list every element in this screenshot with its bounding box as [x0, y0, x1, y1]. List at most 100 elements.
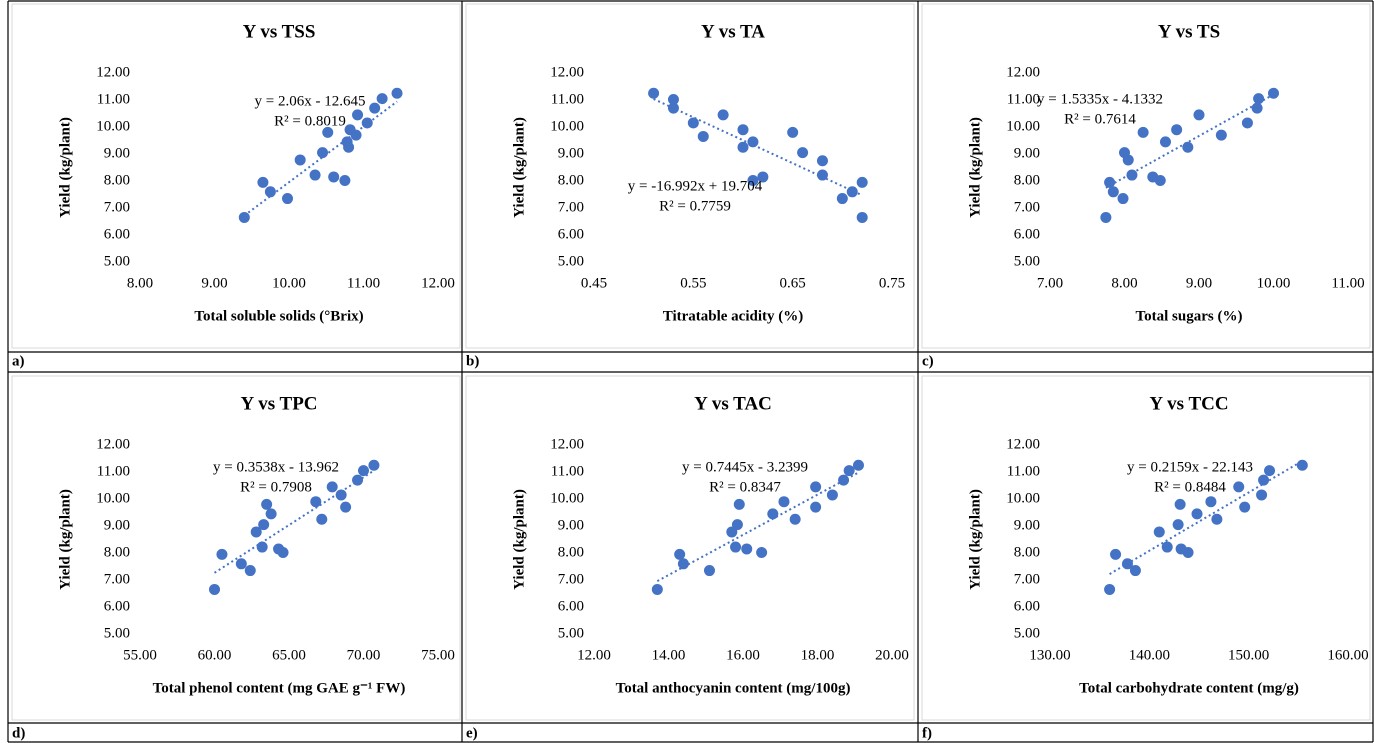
data-point: [1239, 501, 1251, 513]
panel-label: e): [466, 725, 478, 741]
data-point: [1121, 558, 1133, 570]
trendline: [656, 471, 859, 582]
y-axis-title: Yield (kg/plant): [511, 117, 527, 218]
x-tick-label: 12.00: [577, 647, 611, 663]
data-point: [1251, 102, 1263, 114]
chart-area: [465, 3, 915, 349]
trendline: [653, 98, 863, 197]
chart-area: [11, 3, 461, 349]
data-point: [294, 154, 306, 166]
trendline-equation: y = 0.2159x - 22.143: [1127, 459, 1253, 475]
y-tick-label: 12.00: [96, 64, 130, 80]
x-tick-label: 0.45: [581, 275, 607, 291]
data-point: [328, 171, 340, 183]
y-tick-label: 10.00: [1006, 490, 1040, 506]
data-point: [810, 481, 822, 493]
y-tick-label: 10.00: [96, 118, 130, 134]
data-point: [1256, 489, 1268, 501]
y-tick-label: 12.00: [96, 436, 130, 452]
y-tick-label: 7.00: [104, 199, 130, 215]
y-tick-label: 5.00: [558, 253, 584, 269]
x-tick-label: 55.00: [123, 647, 157, 663]
panel-label: d): [12, 725, 25, 741]
data-point: [1153, 526, 1165, 538]
data-point: [1191, 508, 1203, 520]
x-tick-label: 8.00: [127, 275, 153, 291]
data-point: [265, 508, 277, 520]
x-tick-label: 65.00: [272, 647, 306, 663]
y-tick-label: 7.00: [558, 571, 584, 587]
trendline-r2: R² = 0.8019: [274, 113, 346, 129]
data-point: [747, 174, 759, 186]
y-axis-title: Yield (kg/plant): [967, 117, 983, 218]
chart-title: Y vs TSS: [243, 21, 316, 42]
data-point: [747, 136, 759, 148]
chart-title: Y vs TPC: [240, 393, 317, 414]
x-tick-label: 0.65: [780, 275, 806, 291]
data-point: [391, 87, 403, 99]
x-axis-title: Total sugars (%): [1136, 308, 1243, 324]
x-tick-label: 14.00: [652, 647, 686, 663]
chart-title: Y vs TS: [1158, 21, 1220, 42]
trendline-r2: R² = 0.7759: [659, 198, 731, 214]
data-point: [1110, 548, 1122, 560]
y-tick-label: 9.00: [558, 145, 584, 161]
y-axis-title: Yield (kg/plant): [967, 489, 983, 590]
trendline-equation: y = 0.7445x - 3.2399: [682, 459, 808, 475]
data-point: [361, 117, 373, 129]
x-tick-label: 7.00: [1037, 275, 1063, 291]
trendline-r2: R² = 0.7614: [1064, 111, 1136, 127]
data-point: [741, 543, 753, 555]
x-tick-label: 9.00: [201, 275, 227, 291]
data-point: [838, 474, 850, 486]
y-tick-label: 12.00: [1006, 64, 1040, 80]
y-tick-label: 10.00: [96, 490, 130, 506]
data-point: [756, 546, 768, 558]
y-tick-label: 10.00: [550, 490, 584, 506]
data-point: [335, 489, 347, 501]
panel-label: a): [12, 353, 25, 369]
data-point: [778, 496, 790, 508]
y-tick-label: 10.00: [550, 118, 584, 134]
chart-area: [11, 375, 461, 721]
y-tick-label: 12.00: [1006, 436, 1040, 452]
chart-title: Y vs TCC: [1149, 393, 1228, 414]
x-tick-label: 10.00: [272, 275, 306, 291]
y-tick-label: 9.00: [1014, 517, 1040, 533]
x-axis-title: Total carbohydrate content (mg/g): [1079, 680, 1299, 696]
data-point: [1253, 93, 1265, 105]
data-point: [352, 109, 364, 121]
x-tick-label: 8.00: [1111, 275, 1137, 291]
chart-area: [465, 375, 915, 721]
x-tick-label: 130.00: [1029, 647, 1070, 663]
y-tick-label: 9.00: [104, 145, 130, 161]
data-point: [1104, 176, 1116, 188]
data-point: [326, 481, 338, 493]
data-point: [257, 176, 269, 188]
data-point: [789, 513, 801, 525]
y-axis-title: Yield (kg/plant): [57, 117, 73, 218]
data-point: [846, 186, 858, 198]
data-point: [258, 519, 270, 531]
data-point: [261, 498, 273, 510]
y-tick-label: 5.00: [1014, 253, 1040, 269]
y-axis-title: Yield (kg/plant): [511, 489, 527, 590]
y-tick-label: 6.00: [104, 226, 130, 242]
data-point: [651, 583, 663, 595]
x-tick-label: 140.00: [1129, 647, 1170, 663]
data-point: [1241, 117, 1253, 129]
x-tick-label: 150.00: [1228, 647, 1269, 663]
x-axis-title: Total phenol content (mg GAE g⁻¹ FW): [153, 680, 406, 696]
data-point: [1258, 474, 1270, 486]
x-tick-label: 18.00: [801, 647, 835, 663]
trendline-r2: R² = 0.8347: [709, 479, 781, 495]
chart-area: [921, 3, 1371, 349]
y-tick-label: 11.00: [1007, 463, 1040, 479]
y-tick-label: 7.00: [1014, 199, 1040, 215]
data-point: [737, 124, 749, 136]
data-point: [1264, 465, 1276, 477]
data-point: [1268, 87, 1279, 99]
data-point: [1182, 546, 1194, 558]
data-point: [1172, 519, 1184, 531]
data-point: [358, 465, 369, 477]
